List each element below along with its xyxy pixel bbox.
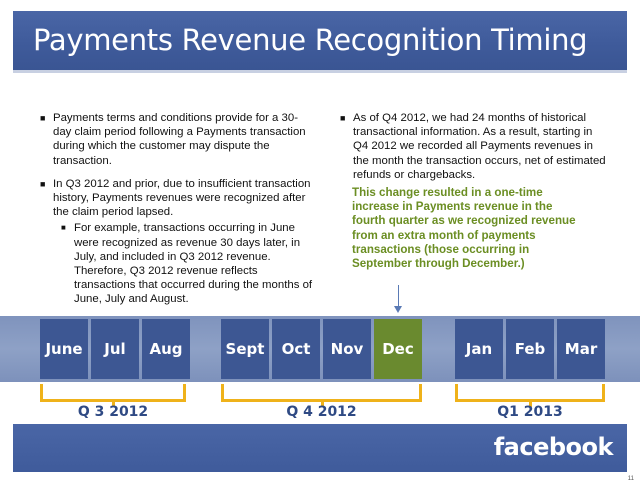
bullet-marker-icon: ■ (340, 113, 346, 123)
month-jul: Jul (91, 319, 139, 379)
month-mar: Mar (557, 319, 605, 379)
sub-bullet-example: ■ For example, transactions occurring in… (61, 221, 315, 306)
month-dec: Dec (374, 319, 422, 379)
sub-bullet-marker-icon: ■ (61, 223, 66, 233)
bullet-text: In Q3 2012 and prior, due to insufficien… (53, 177, 311, 219)
bullet-marker-icon: ■ (40, 178, 46, 189)
arrow-down-icon (394, 306, 402, 313)
slide-title: Payments Revenue Recognition Timing (33, 23, 588, 57)
bullet-claim-period: ■ Payments terms and conditions provide … (40, 111, 315, 168)
month-feb: Feb (506, 319, 554, 379)
month-june: June (40, 319, 88, 379)
month-nov: Nov (323, 319, 371, 379)
callout-one-time-increase: This change resulted in a one-time incre… (352, 186, 576, 271)
bracket-q3 (40, 384, 186, 407)
bullet-q3-prior: ■ In Q3 2012 and prior, due to insuffici… (40, 177, 315, 307)
bullet-text: Payments terms and conditions provide fo… (53, 112, 306, 167)
bullet-marker-icon: ■ (40, 113, 46, 123)
footer-bar: facebook (13, 424, 627, 472)
bracket-q4 (221, 384, 422, 407)
month-sept: Sept (221, 319, 269, 379)
month-oct: Oct (272, 319, 320, 379)
right-column: ■ As of Q4 2012, we had 24 months of his… (340, 111, 610, 191)
title-bar: Payments Revenue Recognition Timing (13, 11, 627, 73)
quarter-label-q4: Q 4 2012 (286, 404, 357, 420)
quarter-label-q1: Q1 2013 (497, 404, 563, 420)
bullet-text: As of Q4 2012, we had 24 months of histo… (353, 112, 606, 181)
callout-arrow-line (398, 285, 399, 310)
month-aug: Aug (142, 319, 190, 379)
bracket-q1 (455, 384, 605, 407)
bullet-q4-history: ■ As of Q4 2012, we had 24 months of his… (340, 111, 610, 182)
sub-bullet-text: For example, transactions occurring in J… (74, 222, 313, 306)
page-number: 11 (627, 476, 634, 482)
quarter-label-q3: Q 3 2012 (77, 404, 149, 420)
facebook-logo: facebook (493, 433, 614, 461)
month-jan: Jan (455, 319, 503, 379)
left-column: ■ Payments terms and conditions provide … (40, 111, 315, 316)
